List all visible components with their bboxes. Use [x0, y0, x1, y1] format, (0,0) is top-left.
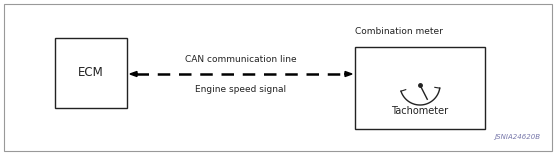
Text: Combination meter: Combination meter	[355, 27, 443, 36]
Text: ECM: ECM	[78, 66, 104, 80]
Text: Engine speed signal: Engine speed signal	[196, 85, 286, 94]
FancyArrow shape	[130, 71, 137, 77]
Bar	[355, 47, 485, 129]
Text: Tachometer: Tachometer	[391, 106, 449, 116]
FancyArrow shape	[345, 71, 352, 77]
Text: CAN communication line: CAN communication line	[185, 55, 297, 64]
Bar	[55, 38, 127, 108]
Text: JSNIA24620B: JSNIA24620B	[494, 134, 540, 140]
